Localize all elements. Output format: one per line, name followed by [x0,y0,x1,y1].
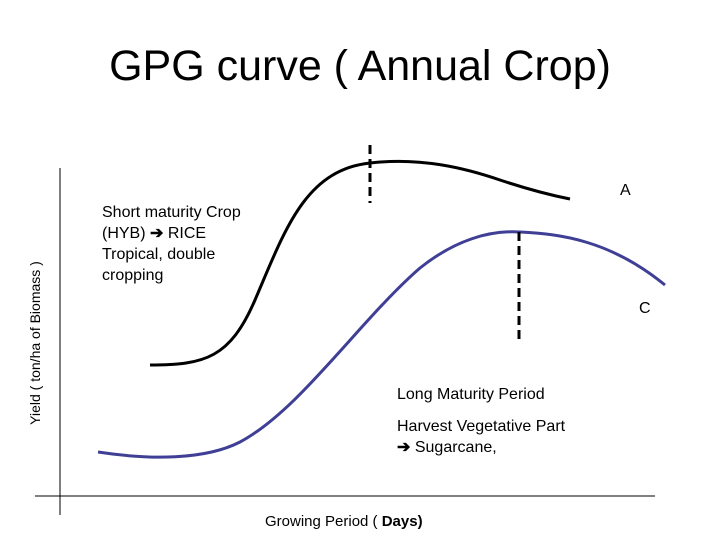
arrow-right-icon: ➔ [397,439,411,456]
short-maturity-annotation: Short maturity Crop (HYB) ➔ RICE Tropica… [102,202,241,286]
x-axis-label: Growing Period ( Days) [265,513,423,530]
curve-c [97,230,666,459]
x-axis-label-prefix: Growing Period ( [265,513,382,530]
y-axis-label: Yield ( ton/ha of Biomass ) [27,261,43,425]
x-axis-label-bold: Days) [381,513,423,530]
long-maturity-title: Long Maturity Period [397,386,545,403]
long-maturity-line-2: Harvest Vegetative Part [397,418,566,435]
long-maturity-detail: Harvest Vegetative Part ➔ Sugarcane, [397,416,565,458]
curve-c-label: C [639,300,651,317]
arrow-right-icon: ➔ [150,225,164,242]
short-maturity-line-2-prefix: (HYB) [102,225,150,242]
short-maturity-line-4: cropping [102,267,164,284]
short-maturity-line-2-suffix: RICE [163,225,207,242]
curve-a-label: A [620,182,631,199]
curve-a [149,159,571,367]
slide-title: GPG curve ( Annual Crop) [109,42,611,90]
short-maturity-line-1: Short maturity Crop [102,204,241,221]
short-maturity-line-2: (HYB) ➔ RICE [102,223,241,244]
long-maturity-line-3: ➔ Sugarcane, [397,437,565,458]
long-maturity-line-3-suffix: Sugarcane, [410,439,497,456]
short-maturity-line-3: Tropical, double [102,246,216,263]
